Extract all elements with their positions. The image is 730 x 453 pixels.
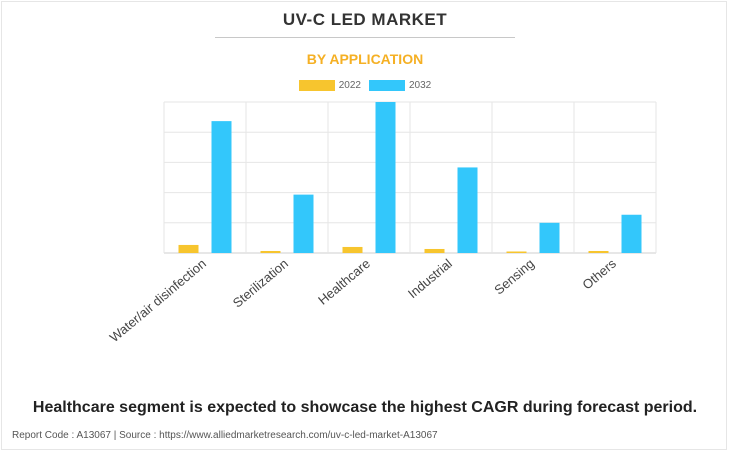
bar-2022-4	[506, 251, 527, 253]
bar-2032-0	[211, 121, 232, 253]
chart-legend: 2022 2032	[0, 80, 730, 91]
bar-2032-2	[375, 102, 396, 253]
bar-2022-1	[260, 250, 281, 253]
chart-title: UV-C LED MARKET	[282, 10, 448, 29]
x-tick-label: Healthcare	[315, 256, 373, 308]
title-divider	[215, 37, 515, 38]
report-source: Report Code : A13067 | Source : https://…	[12, 430, 438, 441]
legend-item-2032[interactable]: 2032	[369, 80, 431, 91]
legend-label-2032: 2032	[409, 80, 432, 91]
x-tick-label: Sensing	[491, 256, 537, 298]
bar-2032-3	[457, 167, 478, 253]
bar-2032-4	[539, 222, 560, 253]
bar-2032-5	[621, 214, 642, 253]
x-tick-label: Others	[579, 255, 619, 292]
bar-2022-3	[424, 248, 445, 253]
bar-2032-1	[293, 194, 314, 253]
legend-label-2022: 2022	[338, 80, 361, 91]
legend-item-2022[interactable]: 2022	[298, 80, 361, 91]
legend-swatch-2032	[369, 80, 405, 91]
legend-swatch-2022	[298, 80, 335, 91]
bar-2022-2	[342, 246, 363, 253]
bar-2022-0	[178, 244, 199, 253]
x-tick-label: Industrial	[405, 256, 455, 301]
footer-headline: Healthcare segment is expected to showca…	[32, 399, 698, 416]
chart-subtitle: BY APPLICATION	[306, 51, 424, 67]
x-tick-label: Sterilization	[230, 256, 291, 311]
x-tick-label: Water/air disinfection	[107, 256, 209, 345]
bar-2022-5	[588, 250, 609, 253]
